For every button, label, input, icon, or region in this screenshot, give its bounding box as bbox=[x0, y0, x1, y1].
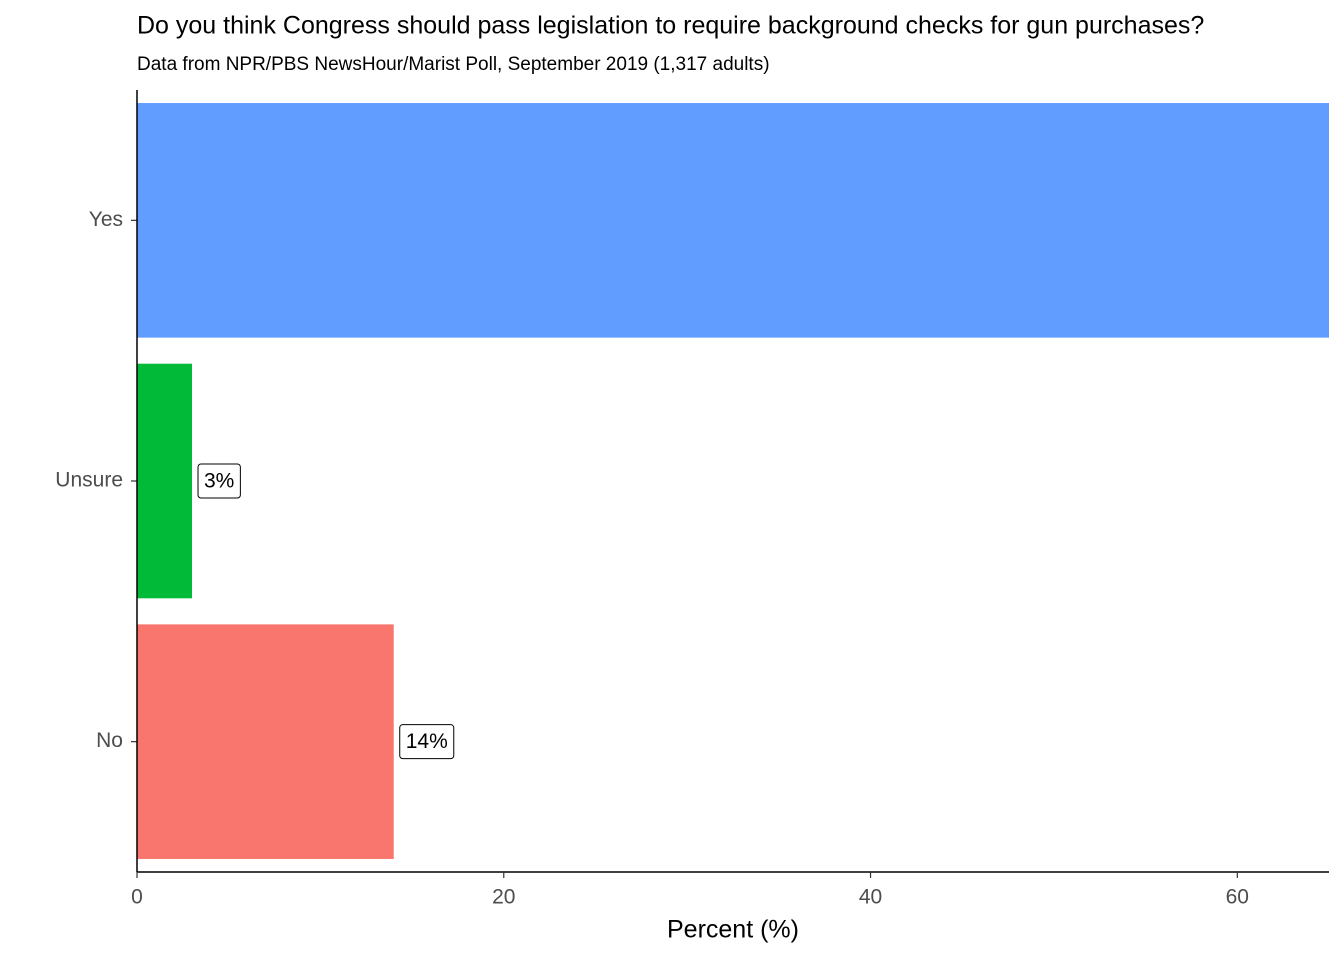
x-tick-label: 40 bbox=[859, 886, 882, 909]
bar bbox=[137, 624, 394, 859]
y-tick-label: No bbox=[96, 729, 123, 752]
chart-title: Do you think Congress should pass legisl… bbox=[137, 12, 1204, 40]
value-label: 3% bbox=[204, 470, 234, 493]
bar bbox=[137, 103, 1329, 338]
value-label: 14% bbox=[406, 730, 448, 753]
x-tick-label: 20 bbox=[492, 886, 515, 909]
bar bbox=[137, 363, 193, 599]
x-axis-title: Percent (%) bbox=[667, 916, 799, 944]
value-label-box bbox=[399, 724, 455, 760]
plot-area bbox=[137, 103, 1329, 859]
x-tick-label: 0 bbox=[131, 886, 143, 909]
x-tick-label: 60 bbox=[1226, 886, 1249, 909]
y-tick-label: Yes bbox=[89, 208, 123, 231]
chart-subtitle: Data from NPR/PBS NewsHour/Marist Poll, … bbox=[137, 54, 770, 75]
value-label-box bbox=[197, 463, 241, 499]
y-tick-label: Unsure bbox=[55, 469, 123, 492]
